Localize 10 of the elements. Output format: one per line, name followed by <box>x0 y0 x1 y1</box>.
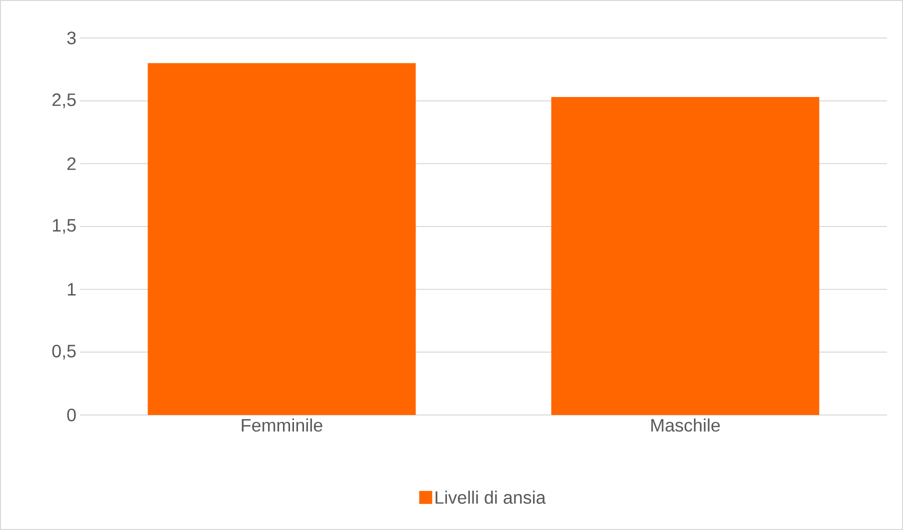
y-tick-label: 1 <box>68 283 76 296</box>
y-tick-label: 2,5 <box>52 93 76 108</box>
legend-label: Livelli di ansia <box>436 490 546 504</box>
y-tick-label: 1,5 <box>52 219 76 234</box>
y-tick-label: 0,5 <box>52 344 76 360</box>
y-tick-label: 2 <box>67 157 76 170</box>
x-tick-label: Maschile <box>651 418 720 432</box>
x-tick-label: Femminile <box>242 418 322 432</box>
y-tick-label: 0 <box>67 408 76 422</box>
y-tick-label: 3 <box>67 32 76 44</box>
